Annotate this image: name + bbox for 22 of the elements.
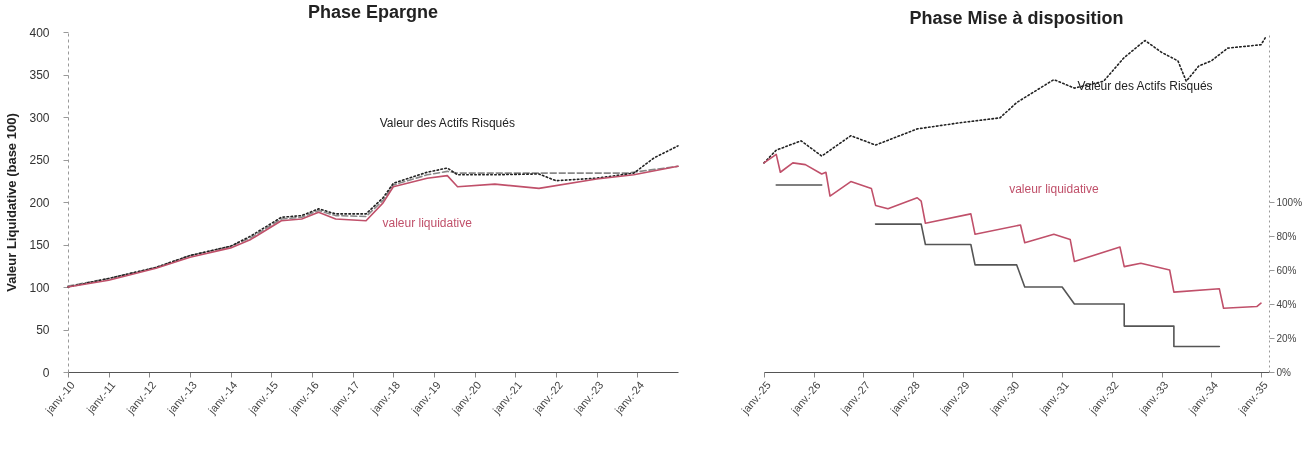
y-tick-label: 100 [29, 280, 50, 295]
text: 60% [1276, 264, 1297, 276]
y-tick-label: 0 [42, 365, 50, 380]
y-tick-label: 400 [29, 25, 50, 40]
y-tick-label: 350 [29, 68, 50, 82]
text: 100% [1276, 196, 1303, 208]
series-label: valeur liquidative [382, 216, 473, 231]
text: 20% [1276, 332, 1297, 344]
chart-title: Phase Epargne [307, 2, 439, 22]
series-label: Valeur des Actifs Risqués [1077, 78, 1213, 93]
chart-title: Phase Mise à disposition [909, 8, 1124, 28]
y-tick-label: 150 [29, 238, 50, 252]
y-axis-title: Valeur Liquidative (base 100) [4, 113, 20, 292]
y-tick-label: 300 [29, 110, 50, 125]
y-tick-label: 50 [36, 323, 50, 337]
text: 0% [1276, 366, 1291, 378]
text: 80% [1276, 230, 1297, 242]
text: valeur liquidative [1009, 182, 1099, 197]
y-tick-label: 200 [29, 195, 50, 210]
text: 40% [1276, 298, 1297, 310]
y-tick-label: 250 [29, 153, 50, 167]
text: Valeur des Actifs Risqués [379, 116, 515, 130]
